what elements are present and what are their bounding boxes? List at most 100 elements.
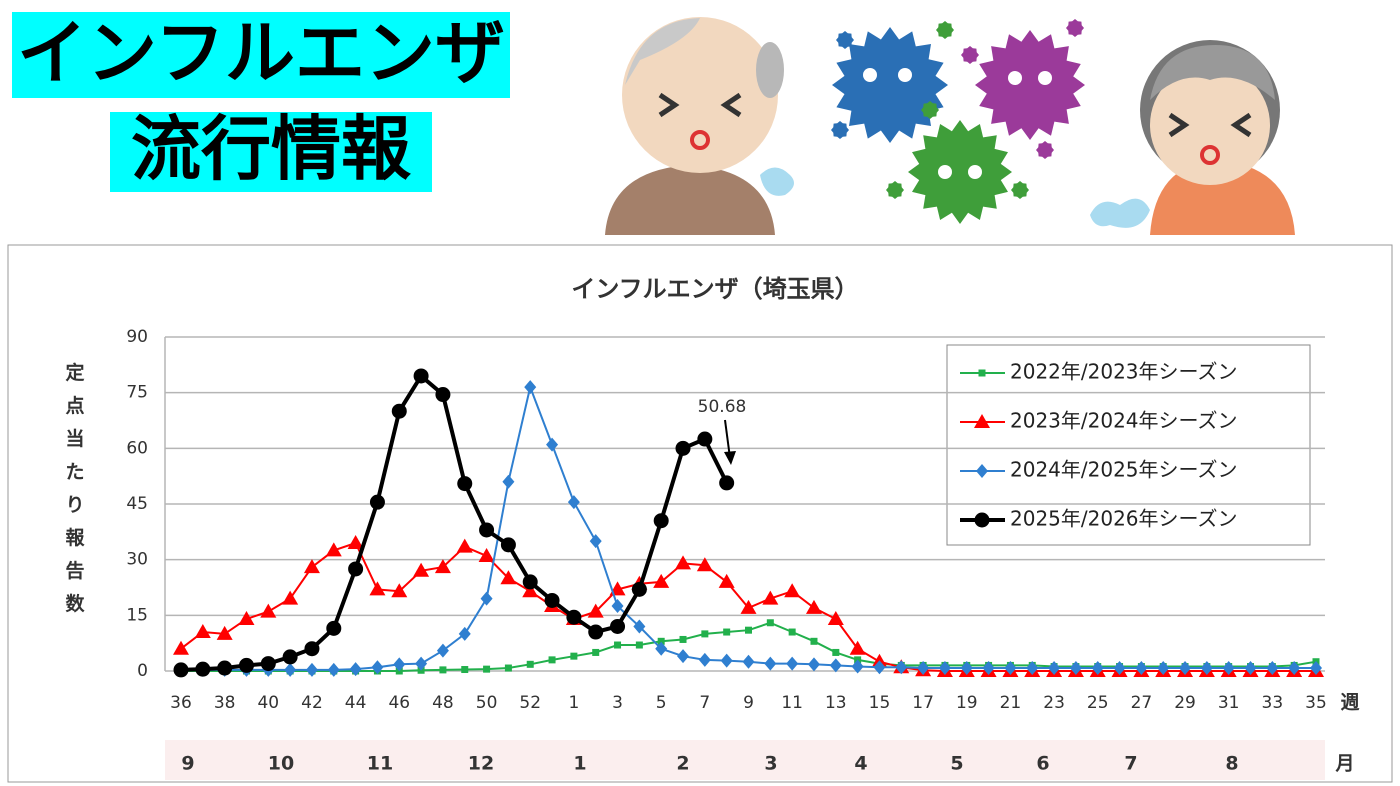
virus-small: [936, 21, 954, 39]
marker: [697, 431, 713, 447]
marker: [457, 476, 473, 492]
marker: [173, 662, 189, 678]
legend-label: 2024年/2025年シーズン: [1010, 458, 1238, 482]
marker: [679, 635, 687, 643]
legend-label: 2023年/2024年シーズン: [1010, 409, 1238, 433]
marker: [588, 624, 604, 640]
marker: [413, 368, 429, 384]
month-band: [165, 740, 1325, 780]
virus-small: [1011, 181, 1029, 199]
marker: [1222, 661, 1235, 676]
x-tick-label: 21: [1000, 693, 1022, 713]
marker: [216, 625, 233, 640]
virus-eye: [968, 165, 982, 179]
marker: [696, 557, 713, 572]
legend-label: 2022年/2023年シーズン: [1010, 360, 1238, 384]
marker: [458, 626, 471, 641]
marker: [1004, 661, 1017, 676]
illustration-man: [605, 17, 794, 235]
marker: [1157, 661, 1170, 676]
x-axis-unit: 週: [1340, 692, 1359, 714]
marker: [502, 474, 515, 489]
title-bg: [12, 12, 510, 98]
marker: [655, 641, 668, 656]
x-tick-label: 38: [214, 693, 236, 713]
marker: [1179, 661, 1192, 676]
x-tick-label: 19: [956, 693, 978, 713]
virus-eye: [938, 165, 952, 179]
marker: [1288, 661, 1301, 676]
x-tick-label: 25: [1087, 693, 1109, 713]
marker: [740, 599, 757, 614]
month-label: 1: [573, 753, 586, 775]
chart-title: インフルエンザ（埼玉県）: [571, 275, 858, 303]
marker: [544, 592, 560, 608]
month-label: 3: [764, 753, 777, 775]
marker: [675, 555, 692, 570]
x-tick-label: 5: [656, 693, 667, 713]
marker: [657, 637, 665, 645]
marker: [976, 464, 988, 478]
marker: [347, 534, 364, 549]
marker: [786, 656, 799, 671]
x-tick-label: 17: [912, 693, 934, 713]
x-tick-label: 33: [1262, 693, 1284, 713]
marker: [391, 403, 407, 419]
marker: [1200, 661, 1213, 676]
virus-eye: [1008, 71, 1022, 85]
marker: [504, 664, 512, 672]
marker: [349, 662, 362, 677]
marker: [764, 656, 777, 671]
marker: [587, 603, 604, 618]
marker: [522, 583, 539, 598]
marker: [810, 637, 818, 645]
marker: [589, 534, 602, 549]
marker: [282, 590, 299, 605]
month-label: 8: [1225, 753, 1238, 775]
month-label: 9: [181, 753, 194, 775]
marker: [391, 583, 408, 598]
marker: [675, 440, 691, 456]
marker: [478, 547, 495, 562]
marker: [194, 624, 211, 639]
x-tick-label: 13: [825, 693, 847, 713]
marker: [304, 641, 320, 657]
month-label: 11: [367, 753, 393, 775]
month-label: 4: [854, 753, 867, 775]
marker: [723, 628, 731, 636]
x-tick-label: 9: [743, 693, 754, 713]
marker: [698, 652, 711, 667]
y-tick-label: 60: [126, 438, 148, 458]
y-tick-label: 45: [126, 494, 148, 514]
marker: [369, 494, 385, 510]
marker: [415, 656, 428, 671]
marker: [677, 649, 690, 664]
marker: [325, 542, 342, 557]
marker: [849, 640, 866, 655]
marker: [566, 609, 582, 625]
virus-small: [1066, 19, 1084, 37]
marker: [1244, 661, 1257, 676]
marker: [832, 648, 840, 656]
virus-small: [831, 121, 849, 139]
marker: [784, 583, 801, 598]
marker: [413, 562, 430, 577]
marker: [434, 559, 451, 574]
marker: [195, 661, 211, 677]
marker: [1310, 661, 1322, 676]
marker: [978, 369, 986, 377]
x-tick-label: 50: [476, 693, 498, 713]
y-tick-label: 75: [126, 383, 148, 403]
marker: [635, 641, 643, 649]
marker: [284, 662, 297, 677]
marker: [238, 657, 254, 673]
month-label: 5: [950, 753, 963, 775]
x-tick-label: 36: [170, 693, 192, 713]
annotation: 50.68: [698, 397, 747, 417]
marker: [260, 603, 277, 618]
marker: [1026, 661, 1039, 676]
marker: [483, 665, 491, 673]
virus-small: [921, 101, 939, 119]
marker: [479, 522, 495, 538]
